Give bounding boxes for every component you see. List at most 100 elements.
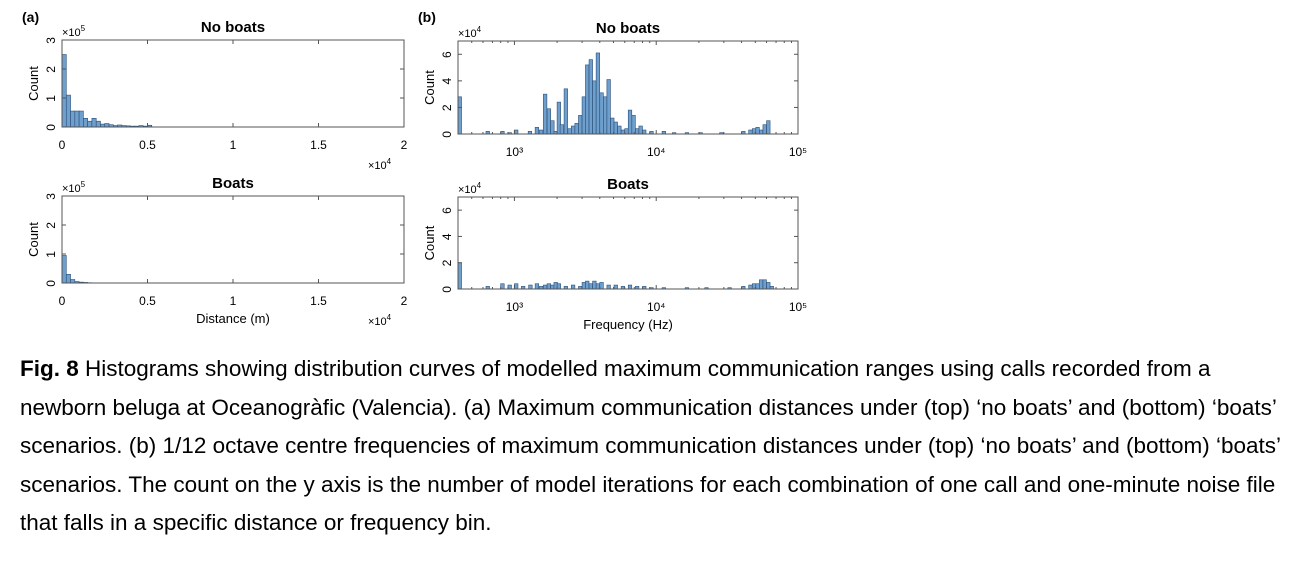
bar — [514, 129, 519, 135]
x-tick-label: 10⁵ — [789, 145, 807, 159]
x-tick-label: 0 — [59, 138, 66, 152]
y-tick-label: 1 — [44, 251, 58, 258]
x-tick-label: 0.5 — [139, 138, 156, 152]
bar — [581, 96, 586, 135]
x-tick-label: 2 — [401, 294, 408, 308]
y-tick-label: 0 — [440, 286, 454, 293]
y-multiplier: ×104 — [458, 181, 482, 196]
x-tick-label: 1.5 — [310, 294, 327, 308]
y-axis-label: Count — [26, 66, 41, 101]
y-axis-label: Count — [422, 70, 437, 105]
bar — [617, 125, 622, 135]
x-tick-label: 1 — [230, 138, 237, 152]
bar — [748, 129, 753, 135]
x-tick-label: 10⁴ — [647, 300, 666, 314]
chart-title: No boats — [201, 19, 265, 36]
bar — [534, 283, 539, 290]
bar — [766, 282, 771, 290]
bar — [571, 284, 576, 290]
y-multiplier: ×105 — [62, 180, 86, 195]
bar — [571, 125, 576, 135]
bar — [543, 93, 548, 135]
x-axis-label: Distance (m) — [196, 311, 270, 326]
bar — [95, 120, 101, 128]
x-tick-label: 2 — [401, 138, 408, 152]
y-tick-label: 2 — [44, 66, 58, 73]
axes-frame — [457, 40, 799, 135]
bar — [500, 283, 505, 290]
bar — [546, 108, 551, 135]
bar — [631, 115, 636, 135]
x-tick-label: 0.5 — [139, 294, 156, 308]
bar — [559, 124, 564, 135]
x-multiplier: ×104 — [368, 313, 392, 328]
y-tick-label: 4 — [440, 78, 454, 85]
bar — [762, 124, 767, 135]
bar — [610, 117, 615, 135]
bar — [595, 52, 600, 135]
y-tick-label: 4 — [440, 233, 454, 240]
bar — [70, 279, 76, 284]
bar — [638, 125, 643, 135]
bar — [65, 273, 71, 284]
axes-frame — [61, 39, 405, 128]
charts-group: 0 0.5 1 1.5 2 0 1 2 3 No boats Count ×105 ×104 0 0.5 1 1… — [26, 19, 807, 332]
bar — [585, 280, 590, 290]
bar — [748, 284, 753, 290]
y-tick-label: 3 — [44, 193, 58, 200]
y-tick-label: 2 — [440, 104, 454, 111]
caption-label: Fig. 8 — [20, 356, 79, 381]
figure-caption: Fig. 8 Histograms showing distribution c… — [20, 350, 1298, 543]
bar — [61, 255, 67, 284]
figure-canvas: (a) (b) 0 0.5 1 1.5 2 0 1 2 3 No boats Count ×105 ×1… — [22, 9, 807, 332]
bar — [563, 88, 568, 135]
bar — [606, 79, 611, 135]
chart-title: No boats — [596, 20, 660, 37]
bar — [74, 110, 80, 128]
bar — [766, 120, 771, 135]
y-tick-label: 0 — [44, 280, 58, 287]
bar — [624, 128, 629, 135]
x-axis-label: Frequency (Hz) — [583, 317, 673, 332]
axes-frame — [61, 195, 405, 284]
bar — [65, 94, 71, 128]
y-tick-label: 2 — [44, 222, 58, 229]
bar — [550, 120, 555, 135]
y-axis-label: Count — [422, 225, 437, 260]
bar — [550, 284, 555, 290]
x-tick-label: 10⁴ — [647, 145, 666, 159]
bar — [627, 109, 633, 135]
bar — [592, 280, 597, 290]
bar — [606, 284, 611, 290]
bar — [595, 283, 600, 290]
bar — [762, 279, 767, 290]
bar — [592, 80, 597, 135]
bar — [534, 127, 539, 135]
chart-title: Boats — [212, 175, 254, 192]
y-tick-label: 6 — [440, 207, 454, 214]
bar — [642, 129, 647, 135]
bar — [613, 121, 618, 135]
bar — [61, 54, 67, 128]
chart-a-top: 0 0.5 1 1.5 2 0 1 2 3 No boats Count ×105 ×104 — [26, 19, 408, 172]
bar — [599, 92, 604, 135]
axes-frame — [457, 196, 799, 290]
bar — [104, 123, 110, 128]
x-tick-label: 1 — [230, 294, 237, 308]
bar — [588, 283, 593, 290]
bar — [574, 123, 579, 135]
bar — [507, 284, 512, 290]
bar — [528, 284, 533, 290]
bar — [70, 110, 76, 128]
x-tick-label: 10³ — [506, 300, 523, 314]
panel-label-b: (b) — [418, 9, 436, 25]
bar — [755, 127, 760, 135]
bar — [613, 284, 618, 290]
bar — [759, 129, 764, 135]
caption-text: Histograms showing distribution curves o… — [20, 356, 1281, 535]
chart-b-bottom: 10³ 10⁴ 10⁵ 0 2 4 6 Boats Count Frequency (Hz) ×10… — [422, 176, 807, 332]
bar — [543, 284, 548, 290]
bar — [578, 115, 583, 135]
bar — [635, 128, 640, 135]
y-tick-label: 6 — [440, 51, 454, 58]
